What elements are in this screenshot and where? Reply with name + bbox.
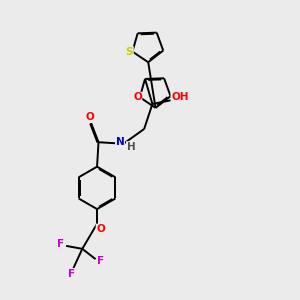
Text: O: O	[96, 224, 105, 234]
Text: F: F	[97, 256, 104, 266]
Text: H: H	[127, 142, 135, 152]
Text: F: F	[68, 269, 76, 279]
Text: O: O	[85, 112, 94, 122]
Text: O: O	[133, 92, 142, 102]
Text: N: N	[116, 137, 124, 147]
Text: F: F	[57, 239, 64, 249]
Text: S: S	[126, 46, 133, 57]
Text: OH: OH	[171, 92, 188, 102]
